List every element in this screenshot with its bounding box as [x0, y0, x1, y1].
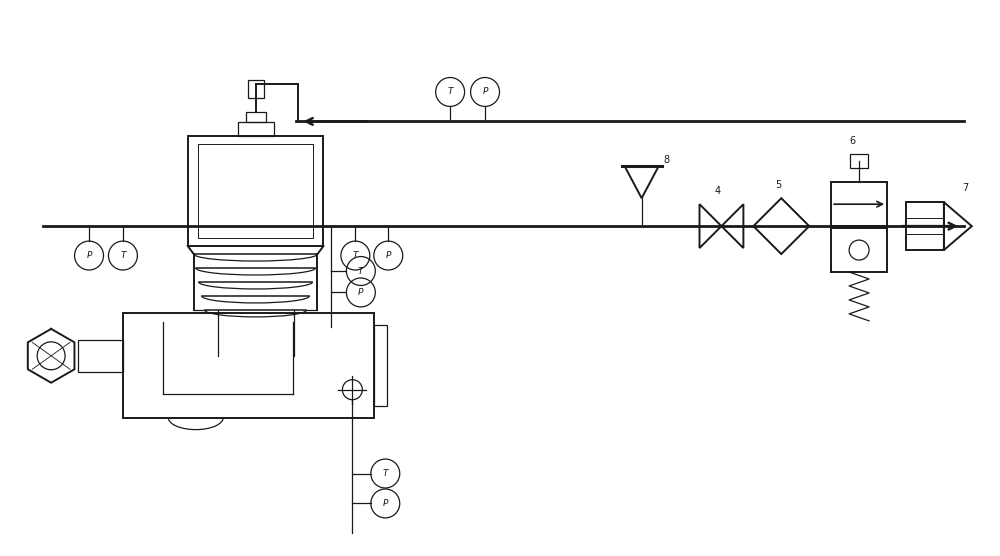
Bar — [248, 81, 264, 98]
Bar — [78, 340, 123, 372]
Text: 5: 5 — [775, 180, 782, 190]
Text: T: T — [353, 251, 358, 260]
Bar — [246, 112, 266, 122]
Bar — [831, 182, 887, 226]
Text: P: P — [482, 87, 488, 96]
Text: P: P — [358, 288, 364, 297]
Bar — [123, 313, 374, 418]
Text: T: T — [383, 469, 388, 478]
Bar — [850, 155, 868, 168]
Text: 6: 6 — [849, 136, 855, 146]
Text: P: P — [386, 251, 391, 260]
Text: T: T — [358, 266, 364, 276]
Text: T: T — [120, 251, 126, 260]
Bar — [198, 145, 313, 238]
Text: T: T — [447, 87, 453, 96]
Bar — [374, 325, 387, 406]
Text: 4: 4 — [714, 186, 721, 196]
Bar — [831, 228, 887, 272]
Bar — [906, 202, 944, 250]
Bar — [238, 122, 274, 136]
Bar — [188, 136, 323, 246]
Text: 8: 8 — [664, 155, 670, 165]
Text: 7: 7 — [962, 183, 968, 193]
Text: P: P — [383, 499, 388, 508]
Text: P: P — [86, 251, 92, 260]
